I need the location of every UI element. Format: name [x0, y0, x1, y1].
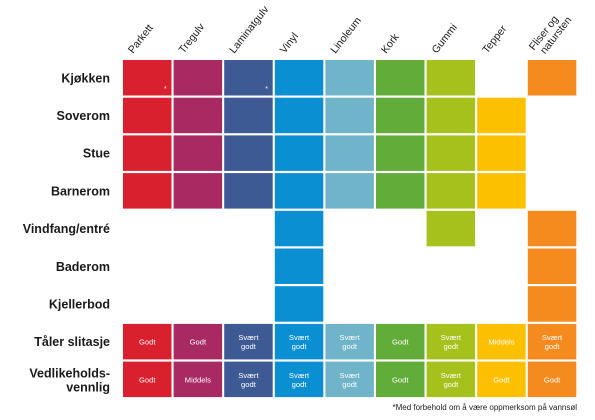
cell-vedlikeholds-vennlig-laminatgulv [224, 361, 273, 398]
cell-barnerom-tregulv [173, 173, 223, 209]
cell-taler-slitasje-tregulv [173, 323, 223, 360]
cell-value-taler-slitasje-fliser-og-natursten: Svært godt [542, 333, 563, 351]
cell-kjellerbod-fliser-og-natursten [527, 286, 577, 322]
cell-soverom-laminatgulv [224, 97, 273, 134]
cell-vindfang-entre-gummi [426, 210, 476, 247]
cell-vedlikeholds-vennlig-linoleum [325, 361, 374, 398]
cell-vedlikeholds-vennlig-vinyl [274, 361, 324, 398]
cell-barnerom-vinyl [274, 173, 324, 209]
cell-baderom-vinyl [274, 248, 324, 284]
cell-value-taler-slitasje-kork: Godt [392, 338, 409, 347]
cell-kjokken-kork [376, 60, 425, 96]
cell-kjokken-gummi [426, 60, 476, 96]
cell-vedlikeholds-vennlig-kork [376, 361, 425, 398]
cell-vindfang-entre-fliser-og-natursten [527, 210, 577, 247]
cell-barnerom-parkett [123, 173, 172, 209]
cell-soverom-tepper [477, 97, 526, 134]
cell-value-vedlikeholds-vennlig-vinyl: Svært godt [289, 371, 310, 389]
cell-kjellerbod-vinyl [274, 286, 324, 322]
column-header-parkett: Parkett [126, 22, 156, 56]
cell-soverom-kork [376, 97, 425, 134]
cell-taler-slitasje-gummi [426, 323, 476, 360]
cell-barnerom-kork [376, 173, 425, 209]
cell-vedlikeholds-vennlig-parkett [123, 361, 172, 398]
cell-value-vedlikeholds-vennlig-gummi: Svært godt [441, 371, 462, 389]
cell-baderom-fliser-og-natursten [527, 248, 577, 284]
column-header-tepper: Tepper [480, 23, 510, 56]
marker-kjokken-laminatgulv: * [265, 86, 268, 93]
cell-value-vedlikeholds-vennlig-tregulv: Middels [185, 375, 211, 384]
cell-taler-slitasje-kork [376, 323, 425, 360]
cell-vedlikeholds-vennlig-tepper [477, 361, 526, 398]
cell-vedlikeholds-vennlig-fliser-og-natursten [527, 361, 577, 398]
column-header-laminatgulv: Laminatgulv [227, 3, 272, 56]
cell-soverom-tregulv [173, 97, 223, 134]
cell-soverom-gummi [426, 97, 476, 134]
cell-kjokken-parkett [123, 60, 172, 96]
cell-taler-slitasje-parkett [123, 323, 172, 360]
row-label-kjellerbod: Kjellerbod [49, 297, 110, 311]
cell-taler-slitasje-laminatgulv [224, 323, 273, 360]
cell-value-taler-slitasje-tregulv: Godt [190, 338, 207, 347]
marker-kjokken-parkett: * [164, 86, 167, 93]
cell-value-vedlikeholds-vennlig-kork: Godt [392, 375, 409, 384]
cell-value-taler-slitasje-parkett: Godt [139, 338, 156, 347]
cell-vedlikeholds-vennlig-gummi [426, 361, 476, 398]
row-label-stue: Stue [83, 147, 110, 161]
cell-soverom-parkett [123, 97, 172, 134]
cell-kjokken-fliser-og-natursten [527, 60, 577, 96]
row-label-kjokken: Kjøkken [61, 71, 110, 85]
cell-soverom-vinyl [274, 97, 324, 134]
cell-stue-laminatgulv [224, 135, 273, 171]
cell-value-vedlikeholds-vennlig-fliser-og-natursten: Godt [544, 375, 561, 384]
cell-taler-slitasje-tepper [477, 323, 526, 360]
cell-stue-linoleum [325, 135, 374, 171]
cell-value-vedlikeholds-vennlig-laminatgulv: Svært godt [238, 371, 259, 389]
row-label-barnerom: Barnerom [51, 184, 110, 198]
cell-stue-gummi [426, 135, 476, 171]
cell-stue-tregulv [173, 135, 223, 171]
cell-stue-vinyl [274, 135, 324, 171]
cell-vindfang-entre-vinyl [274, 210, 324, 247]
cell-value-vedlikeholds-vennlig-tepper: Godt [493, 375, 510, 384]
column-header-kork: Kork [379, 31, 402, 56]
row-label-vindfang-entre: Vindfang/entré [23, 222, 110, 236]
cell-barnerom-laminatgulv [224, 173, 273, 209]
cell-value-taler-slitasje-gummi: Svært godt [441, 333, 462, 351]
column-header-tregulv: Tregulv [177, 21, 208, 56]
cell-barnerom-linoleum [325, 173, 374, 209]
cell-kjokken-linoleum [325, 60, 374, 96]
row-label-taler-slitasje: Tåler slitasje [34, 335, 110, 349]
row-label-soverom: Soverom [57, 109, 111, 123]
cell-barnerom-tepper [477, 173, 526, 209]
cell-soverom-linoleum [325, 97, 374, 134]
cell-stue-parkett [123, 135, 172, 171]
column-header-fliser-og-natursten: Fliser ognatursten [527, 8, 575, 60]
cell-stue-tepper [477, 135, 526, 171]
cell-value-vedlikeholds-vennlig-parkett: Godt [139, 375, 156, 384]
footnote: *Med forbehold om å være oppmerksom på v… [392, 403, 577, 412]
cell-vedlikeholds-vennlig-tregulv [173, 361, 223, 398]
row-label-vedlikeholds-vennlig: Vedlikeholds-vennlig [29, 366, 110, 394]
cell-value-taler-slitasje-tepper: Middels [488, 338, 514, 347]
row-label-baderom: Baderom [56, 260, 110, 274]
cell-value-vedlikeholds-vennlig-linoleum: Svært godt [340, 371, 361, 389]
cell-kjokken-laminatgulv [224, 60, 273, 96]
cell-kjokken-tregulv [173, 60, 223, 96]
cell-barnerom-gummi [426, 173, 476, 209]
column-header-gummi: Gummi [430, 22, 460, 56]
cell-taler-slitasje-fliser-og-natursten [527, 323, 577, 360]
cell-kjokken-vinyl [274, 60, 324, 96]
cell-stue-kork [376, 135, 425, 171]
column-header-linoleum: Linoleum [328, 15, 364, 56]
cell-taler-slitasje-linoleum [325, 323, 374, 360]
cell-value-taler-slitasje-laminatgulv: Svært godt [238, 333, 259, 351]
cell-taler-slitasje-vinyl [274, 323, 324, 360]
column-header-vinyl: Vinyl [278, 31, 301, 56]
cell-value-taler-slitasje-linoleum: Svært godt [340, 333, 361, 351]
cell-value-taler-slitasje-vinyl: Svært godt [289, 333, 310, 351]
